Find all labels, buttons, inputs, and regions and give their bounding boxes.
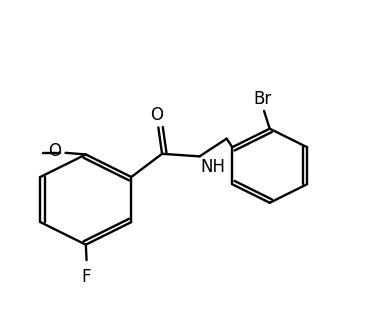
Text: O: O: [48, 142, 61, 160]
Text: NH: NH: [201, 158, 226, 176]
Text: F: F: [82, 268, 91, 286]
Text: Br: Br: [253, 90, 271, 108]
Text: O: O: [150, 106, 163, 124]
